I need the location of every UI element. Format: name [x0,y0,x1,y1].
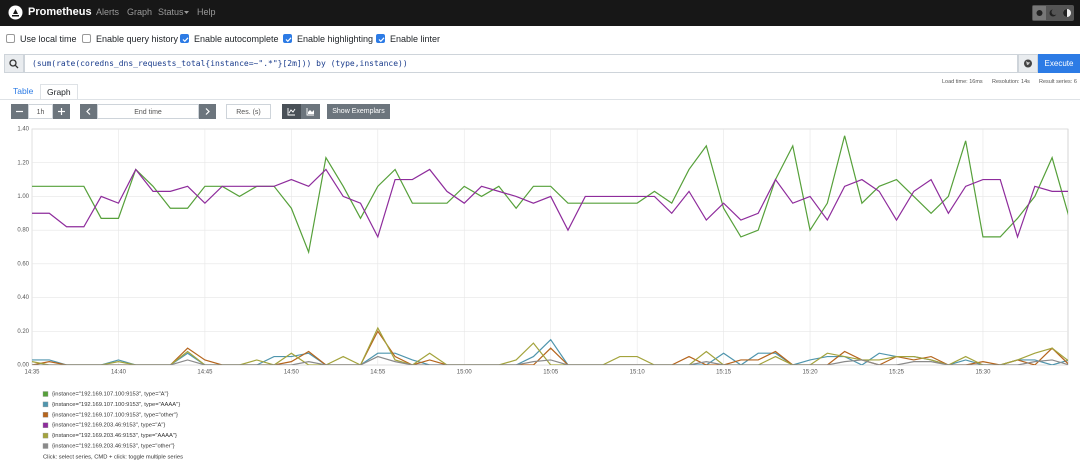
brand[interactable]: Prometheus [28,6,92,18]
x-tick-label: 15:15 [716,370,732,376]
query-row: (sum(rate(coredns_dns_requests_total{ins… [0,54,1080,74]
y-tick-label: 1.00 [17,194,29,200]
nav-link[interactable]: Alerts [96,7,120,17]
legend-label: {instance="192.169.107.100:9153", type="… [52,412,178,418]
y-tick-label: 0.80 [17,228,29,234]
legend-label: {instance="192.169.203.46:9153", type="A… [52,423,165,429]
checkbox-label: Enable query history [96,34,179,44]
nav-link[interactable]: Help [197,7,216,17]
legend-label: {instance="192.169.203.46:9153", type="A… [52,433,177,439]
x-tick-label: 15:10 [630,370,646,376]
checkbox[interactable] [6,34,15,43]
stacked-toggle[interactable] [301,104,320,119]
x-tick-label: 15:25 [889,370,905,376]
execute-button[interactable]: Execute [1038,54,1080,73]
legend-swatch [42,443,49,449]
series-line [32,355,1068,365]
dropdown-caret [184,11,189,14]
chart: 0.00 0.20 0.40 0.60 0.80 1.00 1.20 1.40 14:35 14:… [17,127,1069,461]
checkbox[interactable] [376,34,385,43]
y-tick-label: 0.40 [17,295,29,301]
resolution-input[interactable]: Res. (s) [226,104,271,119]
logo [8,5,23,20]
x-tick-label: 15:20 [803,370,819,376]
stat: Resolution: 14s [992,79,1030,85]
navbar: Prometheus Alerts Graph Status Help [0,0,1080,26]
checkbox-label: Use local time [20,34,77,44]
tab[interactable]: Table [13,86,34,96]
x-tick-label: 14:55 [370,370,386,376]
y-tick-label: 0.60 [17,261,29,267]
range-plus[interactable] [53,104,70,119]
x-tick-label: 15:05 [543,370,559,376]
x-tick-label: 14:45 [197,370,213,376]
series-line [32,168,1068,239]
checkbox-label: Enable linter [390,34,441,44]
range-minus[interactable] [11,104,28,119]
checkbox-label: Enable highlighting [297,34,374,44]
nav-link[interactable]: Status [158,7,184,17]
tab[interactable]: Graph [40,84,78,100]
stat: Load time: 16ms [942,79,983,85]
x-tick-label: 14:50 [284,370,300,376]
nav-link[interactable]: Graph [127,7,153,17]
time-back[interactable] [80,104,97,119]
legend-label: {instance="192.169.203.46:9153", type="o… [52,444,175,450]
stat: Result series: 6 [1039,79,1077,85]
legend-swatch [42,391,49,397]
y-tick-label: 0.20 [17,329,29,335]
legend-swatch [42,422,49,428]
x-tick-label: 14:35 [24,370,40,376]
checkbox[interactable] [180,34,189,43]
x-tick-label: 15:00 [457,370,473,376]
y-tick-label: 1.40 [17,127,29,133]
series-line [32,326,1068,365]
end-time-input[interactable]: End time [97,104,199,119]
legend-label: {instance="192.169.107.100:9153", type="… [52,392,169,398]
y-tick-label: 0.00 [17,363,29,369]
plot-area [31,128,1069,366]
checkbox[interactable] [283,34,292,43]
legend-swatch [42,432,49,439]
legend-swatch [42,401,49,408]
x-tick-label: 15:30 [975,370,991,376]
search-icon [4,54,24,73]
x-tick-label: 14:40 [111,370,127,376]
theme-toggle[interactable] [1032,5,1074,21]
theme-icons [1033,6,1071,20]
tab-divider [0,99,1080,100]
legend-swatch [42,412,49,418]
range-input[interactable]: 1h [28,104,53,119]
query-input[interactable]: (sum(rate(coredns_dns_requests_total{ins… [24,54,1018,73]
checkbox[interactable] [82,34,91,43]
metrics-explorer[interactable] [1018,54,1038,73]
hint: Click: select series, CMD + click: toggl… [43,455,183,461]
time-forward[interactable] [199,104,216,119]
legend-label: {instance="192.169.107.100:9153", type="… [52,402,180,408]
series-line [32,135,1068,255]
exemplars-button[interactable]: Show Exemplars [327,104,390,119]
unstacked-toggle[interactable] [282,104,301,119]
y-tick-label: 1.20 [17,160,29,166]
checkbox-label: Enable autocomplete [194,34,279,44]
